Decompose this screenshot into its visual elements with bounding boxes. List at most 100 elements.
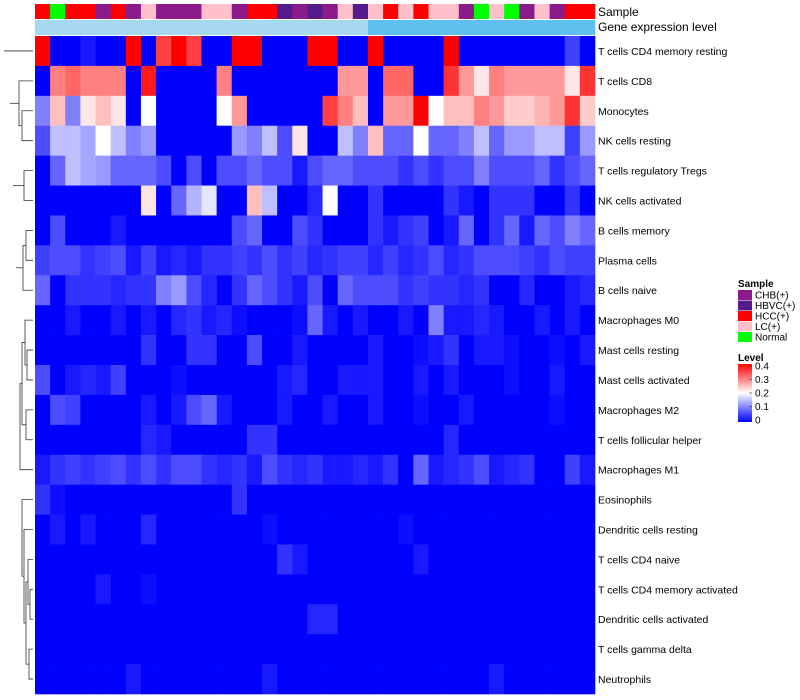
heatmap-cell: [504, 484, 520, 515]
heatmap-cell: [50, 245, 66, 276]
heatmap-cell: [367, 574, 384, 605]
heatmap-cell: [352, 215, 369, 246]
heatmap-cell: [458, 215, 475, 246]
heatmap-cell: [428, 484, 444, 515]
heatmap-cell: [564, 604, 581, 635]
heatmap-cell: [564, 95, 581, 127]
heatmap-cell: [50, 424, 66, 456]
heatmap-cell: [186, 155, 202, 186]
heatmap-cell: [322, 275, 339, 306]
heatmap-cell: [428, 245, 444, 276]
heatmap-cell: [337, 424, 354, 456]
heatmap-cell: [35, 305, 51, 336]
heatmap-cell: [322, 65, 339, 97]
heatmap-cell: [65, 36, 81, 67]
heatmap-cell: [383, 484, 399, 515]
heatmap-cell: [65, 335, 81, 366]
heatmap-cell: [110, 514, 127, 545]
heatmap-cell: [322, 484, 339, 515]
heatmap-cell: [201, 634, 217, 665]
gene-expression-level-bar: [35, 20, 596, 35]
heatmap-cell: [564, 275, 581, 306]
gene-expression-annotation-cell: [277, 20, 293, 35]
heatmap-cell: [428, 305, 444, 336]
heatmap-cell: [473, 365, 490, 396]
heatmap-cell: [125, 544, 142, 575]
sample-legend-label: LC(+): [755, 322, 780, 333]
heatmap-cell: [519, 454, 535, 485]
heatmap-cell: [564, 65, 581, 97]
heatmap-cell: [80, 185, 96, 216]
heatmap-cell: [489, 514, 505, 545]
heatmap-cell: [186, 245, 202, 276]
heatmap-cell: [231, 245, 248, 276]
heatmap-cell: [519, 424, 535, 456]
heatmap-cell: [398, 185, 414, 216]
heatmap-cell: [35, 454, 51, 485]
heatmap-cell: [35, 394, 51, 426]
sample-annotation-cell: [307, 4, 323, 19]
heatmap-cell: [277, 424, 293, 456]
heatmap-cell: [50, 155, 66, 186]
level-legend-tick-label: 0: [755, 416, 761, 427]
heatmap-cell: [322, 394, 339, 426]
dendrogram-branch: [23, 529, 33, 624]
heatmap-cell: [519, 275, 535, 306]
sample-annotation-cell: [428, 4, 444, 19]
heatmap-cell: [352, 664, 369, 695]
heatmap-cell: [337, 65, 354, 97]
heatmap-cell: [246, 604, 263, 635]
heatmap-cell: [534, 155, 550, 186]
heatmap-cell: [80, 574, 96, 605]
heatmap-cell: [504, 245, 520, 276]
heatmap-cell: [489, 245, 505, 276]
heatmap-cell: [458, 245, 475, 276]
heatmap-cell: [428, 215, 444, 246]
heatmap-cell: [171, 424, 187, 456]
heatmap-cell: [292, 574, 308, 605]
heatmap-cell: [292, 335, 308, 366]
heatmap-cell: [277, 155, 293, 186]
heatmap-cell: [231, 95, 248, 127]
heatmap-cell: [322, 305, 339, 336]
heatmap-cell: [564, 215, 581, 246]
heatmap-cell: [383, 604, 399, 635]
heatmap-cell: [413, 275, 429, 306]
heatmap-cell: [110, 125, 127, 156]
heatmap-cell: [171, 335, 187, 366]
heatmap-cell: [579, 125, 596, 156]
heatmap-cell: [292, 544, 308, 575]
heatmap-cell: [458, 544, 475, 575]
heatmap-cell: [201, 65, 217, 97]
heatmap-cell: [246, 245, 263, 276]
heatmap-cell: [564, 335, 581, 366]
gene-expression-annotation-cell: [201, 20, 217, 35]
sample-annotation-title: Sample: [598, 5, 639, 19]
heatmap-cell: [519, 65, 535, 97]
heatmap-cell: [443, 634, 460, 665]
heatmap-cell: [156, 604, 172, 635]
heatmap-cell: [443, 335, 460, 366]
sample-annotation-cell: [292, 4, 308, 19]
heatmap-cell: [307, 36, 323, 67]
sample-legend-label: Normal: [755, 333, 787, 344]
heatmap-cell: [65, 424, 81, 456]
heatmap-cell: [322, 155, 339, 186]
heatmap-cell: [413, 215, 429, 246]
heatmap-cell: [519, 484, 535, 515]
heatmap-cell: [156, 305, 172, 336]
heatmap-cell: [231, 574, 248, 605]
heatmap-cell: [489, 65, 505, 97]
heatmap-cell: [489, 335, 505, 366]
heatmap-cell: [231, 544, 248, 575]
heatmap-cell: [80, 95, 96, 127]
sample-annotation-cell: [140, 4, 157, 19]
heatmap-cell: [337, 215, 354, 246]
heatmap-cell: [352, 36, 369, 67]
heatmap-cell: [95, 185, 111, 216]
heatmap-cell: [519, 634, 535, 665]
heatmap-cell: [458, 424, 475, 456]
dendrogram-branch: [21, 110, 33, 142]
heatmap-cell: [458, 604, 475, 635]
heatmap-cell: [231, 514, 248, 545]
